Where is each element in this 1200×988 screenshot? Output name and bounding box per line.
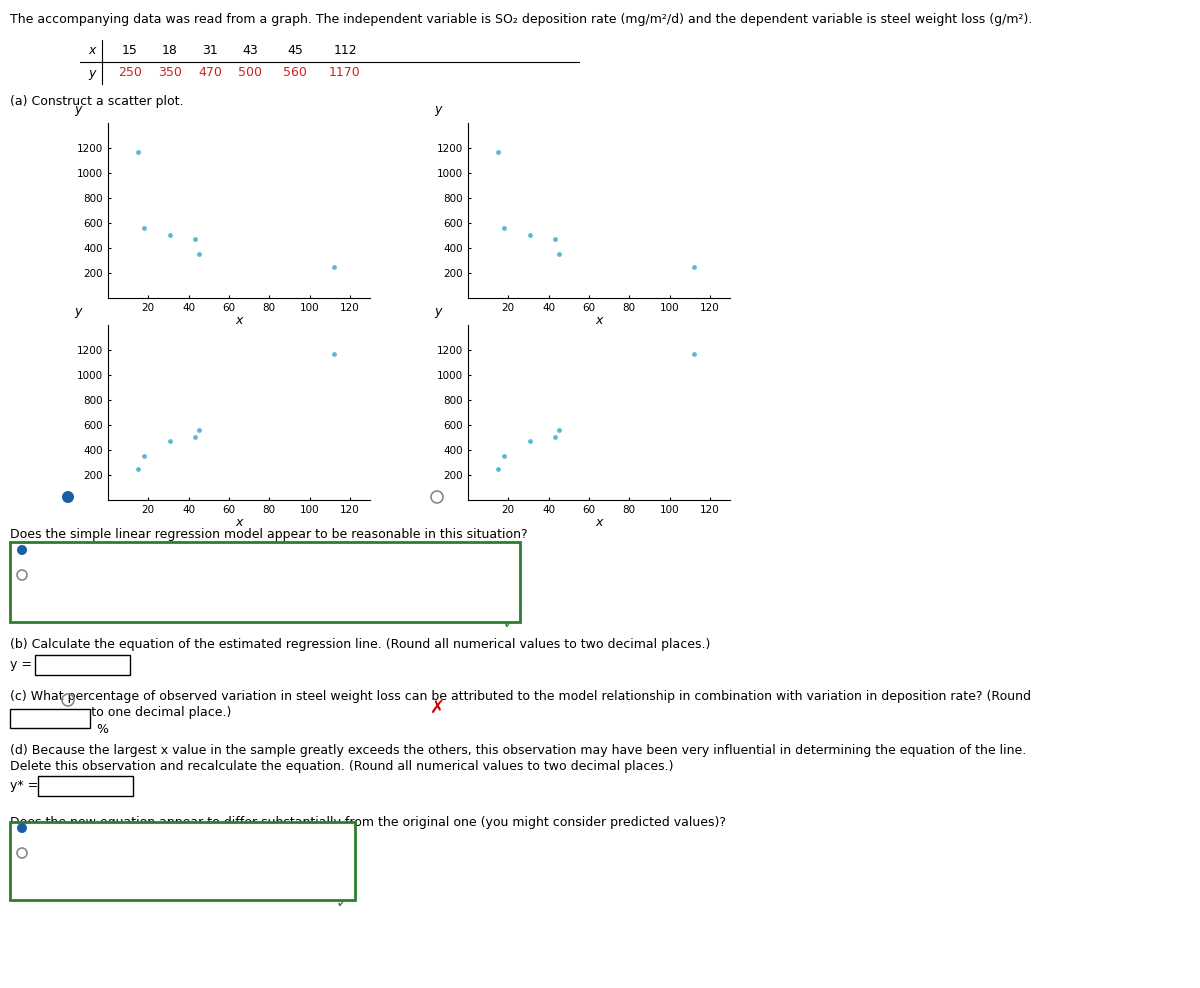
Bar bbox=[38, 776, 133, 796]
Point bbox=[161, 434, 180, 450]
Text: Does the simple linear regression model appear to be reasonable in this situatio: Does the simple linear regression model … bbox=[10, 528, 528, 541]
Point bbox=[190, 422, 209, 438]
Text: y* =: y* = bbox=[10, 779, 38, 792]
Text: Yes, there are significant differences.: Yes, there are significant differences. bbox=[32, 832, 265, 845]
Text: Does the new equation appear to differ substantially from the original one (you : Does the new equation appear to differ s… bbox=[10, 816, 726, 829]
Point bbox=[324, 346, 343, 362]
Text: (a) Construct a scatter plot.: (a) Construct a scatter plot. bbox=[10, 95, 184, 108]
Bar bbox=[10, 822, 355, 900]
Text: ✗: ✗ bbox=[430, 699, 444, 717]
Bar bbox=[35, 655, 130, 675]
Point bbox=[161, 227, 180, 243]
Point bbox=[545, 231, 564, 247]
X-axis label: x: x bbox=[235, 517, 242, 530]
Text: Delete this observation and recalculate the equation. (Round all numerical value: Delete this observation and recalculate … bbox=[10, 760, 673, 773]
Text: 250: 250 bbox=[118, 66, 142, 79]
Text: (d) Because the largest x value in the sample greatly exceeds the others, this o: (d) Because the largest x value in the s… bbox=[10, 744, 1026, 757]
Point bbox=[128, 460, 148, 476]
Point bbox=[134, 220, 154, 236]
Point bbox=[185, 430, 204, 446]
Point bbox=[684, 259, 703, 275]
Point bbox=[488, 144, 508, 160]
Text: 15: 15 bbox=[122, 44, 138, 57]
Text: 560: 560 bbox=[283, 66, 307, 79]
Circle shape bbox=[62, 491, 74, 503]
Text: 500: 500 bbox=[238, 66, 262, 79]
Text: 112: 112 bbox=[334, 44, 356, 57]
Point bbox=[550, 246, 569, 262]
Text: 18: 18 bbox=[162, 44, 178, 57]
Text: 43: 43 bbox=[242, 44, 258, 57]
Point bbox=[521, 434, 540, 450]
Text: 1170: 1170 bbox=[329, 66, 361, 79]
Point bbox=[190, 246, 209, 262]
Point bbox=[494, 220, 514, 236]
Point bbox=[550, 422, 569, 438]
Text: your answer to one decimal place.): your answer to one decimal place.) bbox=[10, 706, 232, 719]
Point bbox=[185, 231, 204, 247]
Text: x: x bbox=[88, 44, 95, 57]
Text: ✓: ✓ bbox=[503, 616, 515, 631]
X-axis label: x: x bbox=[595, 517, 602, 530]
Text: y: y bbox=[74, 305, 82, 318]
Text: y: y bbox=[88, 66, 95, 79]
Point bbox=[684, 346, 703, 362]
Point bbox=[128, 144, 148, 160]
Point bbox=[134, 449, 154, 464]
Text: (c) What percentage of observed variation in steel weight loss can be attributed: (c) What percentage of observed variatio… bbox=[10, 690, 1031, 703]
Point bbox=[545, 430, 564, 446]
Bar bbox=[10, 709, 90, 728]
Text: %: % bbox=[96, 723, 108, 736]
Text: 470: 470 bbox=[198, 66, 222, 79]
Point bbox=[324, 259, 343, 275]
Text: 31: 31 bbox=[202, 44, 218, 57]
Text: y: y bbox=[434, 103, 442, 116]
Text: No, the scatter plot does not show a reasonable linear relationship.: No, the scatter plot does not show a rea… bbox=[32, 579, 454, 592]
X-axis label: x: x bbox=[235, 314, 242, 327]
Text: ✓: ✓ bbox=[335, 895, 348, 910]
Point bbox=[488, 460, 508, 476]
Text: No, there are not significant differences.: No, there are not significant difference… bbox=[32, 857, 286, 870]
Bar bbox=[10, 542, 520, 622]
Text: (b) Calculate the equation of the estimated regression line. (Round all numerica: (b) Calculate the equation of the estima… bbox=[10, 638, 710, 651]
Text: y: y bbox=[74, 103, 82, 116]
Text: y: y bbox=[434, 305, 442, 318]
Point bbox=[494, 449, 514, 464]
Text: The accompanying data was read from a graph. The independent variable is SO₂ dep: The accompanying data was read from a gr… bbox=[10, 13, 1032, 26]
Point bbox=[521, 227, 540, 243]
Text: Yes, the scatter plot shows a reasonable linear relationship.: Yes, the scatter plot shows a reasonable… bbox=[32, 554, 406, 567]
X-axis label: x: x bbox=[595, 314, 602, 327]
Circle shape bbox=[17, 823, 28, 833]
Circle shape bbox=[17, 545, 28, 555]
Text: 45: 45 bbox=[287, 44, 302, 57]
Text: y =: y = bbox=[10, 658, 32, 671]
Text: 350: 350 bbox=[158, 66, 182, 79]
